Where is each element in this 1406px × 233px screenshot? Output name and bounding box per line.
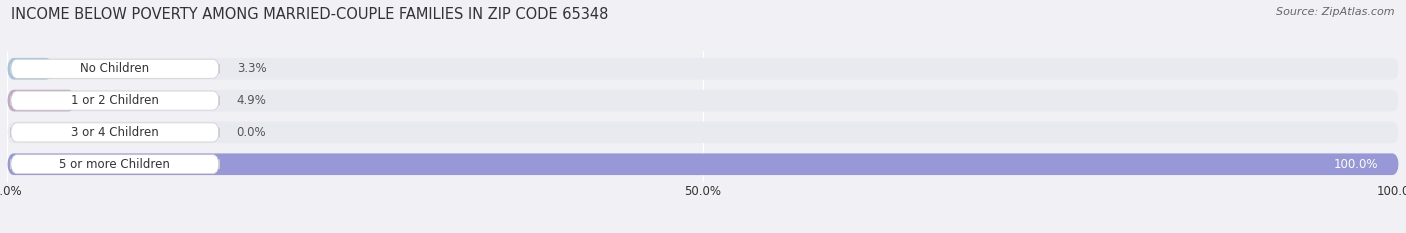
Text: 3.3%: 3.3% xyxy=(236,62,266,75)
Text: 1 or 2 Children: 1 or 2 Children xyxy=(70,94,159,107)
Text: 0.0%: 0.0% xyxy=(236,126,266,139)
Text: 5 or more Children: 5 or more Children xyxy=(59,158,170,171)
FancyBboxPatch shape xyxy=(10,59,219,78)
Text: Source: ZipAtlas.com: Source: ZipAtlas.com xyxy=(1277,7,1395,17)
FancyBboxPatch shape xyxy=(10,123,219,142)
FancyBboxPatch shape xyxy=(7,153,1399,175)
FancyBboxPatch shape xyxy=(7,58,53,80)
FancyBboxPatch shape xyxy=(10,91,219,110)
Text: No Children: No Children xyxy=(80,62,149,75)
Text: 4.9%: 4.9% xyxy=(236,94,267,107)
FancyBboxPatch shape xyxy=(7,90,1399,111)
Text: 3 or 4 Children: 3 or 4 Children xyxy=(72,126,159,139)
Text: 100.0%: 100.0% xyxy=(1333,158,1378,171)
FancyBboxPatch shape xyxy=(7,122,1399,143)
FancyBboxPatch shape xyxy=(7,90,76,111)
Text: INCOME BELOW POVERTY AMONG MARRIED-COUPLE FAMILIES IN ZIP CODE 65348: INCOME BELOW POVERTY AMONG MARRIED-COUPL… xyxy=(11,7,609,22)
FancyBboxPatch shape xyxy=(7,153,1399,175)
FancyBboxPatch shape xyxy=(10,155,219,174)
FancyBboxPatch shape xyxy=(7,58,1399,80)
